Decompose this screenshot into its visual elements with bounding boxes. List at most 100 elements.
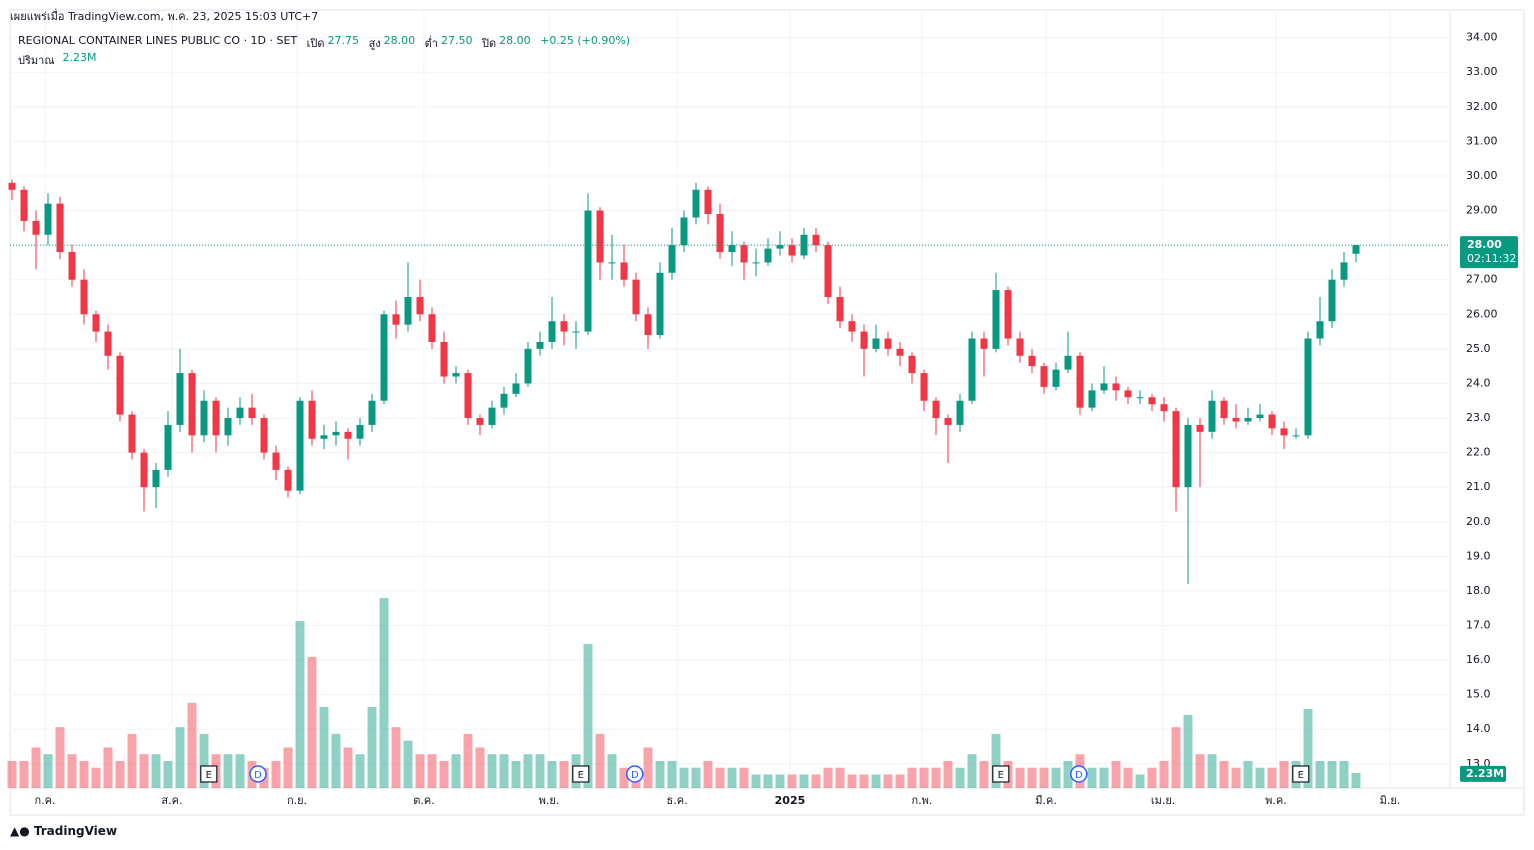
candle-body xyxy=(872,338,880,349)
volume-bar xyxy=(871,774,881,788)
candle-body xyxy=(440,341,448,377)
candle-body xyxy=(524,348,532,384)
volume-bar xyxy=(283,747,293,788)
open-value: 27.75 xyxy=(327,34,360,47)
candle-body xyxy=(920,373,928,401)
volume-bar xyxy=(1135,774,1145,788)
candle-body xyxy=(140,452,148,488)
x-tick-label: ก.ค. xyxy=(34,794,55,807)
high-label: สูง xyxy=(368,37,381,50)
candle-body xyxy=(812,234,820,246)
volume-bar xyxy=(1051,767,1061,788)
dividend-marker xyxy=(1070,765,1088,783)
candle-body xyxy=(1340,262,1348,280)
candle-body xyxy=(1352,245,1360,254)
volume-bar xyxy=(1123,767,1133,788)
y-tick-label: 29.00 xyxy=(1466,204,1498,217)
earnings-marker xyxy=(992,765,1010,783)
volume-bar xyxy=(943,760,953,788)
volume-bar xyxy=(1195,754,1205,788)
change: +0.25 (+0.90%) xyxy=(540,34,631,47)
candle-body xyxy=(488,407,496,425)
footer-logo: ▲● TradingView xyxy=(10,824,118,838)
volume-bar xyxy=(535,754,545,788)
candle-body xyxy=(596,210,604,263)
candle-body xyxy=(368,400,376,425)
candle-body xyxy=(404,296,412,325)
last-price-label: 28.00 xyxy=(1467,238,1502,251)
y-tick-label: 32.00 xyxy=(1466,100,1498,113)
candle-body xyxy=(224,418,232,436)
volume-bar xyxy=(391,727,401,788)
volume-bar xyxy=(55,727,65,788)
volume-bar xyxy=(835,767,845,788)
volume-bar xyxy=(727,767,737,788)
candle-body xyxy=(308,400,316,439)
volume-bar xyxy=(1015,767,1025,788)
volume-bar xyxy=(67,754,77,788)
candle-body xyxy=(452,373,460,377)
earnings-marker xyxy=(200,765,218,783)
candle-body xyxy=(1220,400,1228,419)
volume-bar xyxy=(547,760,557,788)
volume-bar xyxy=(1255,767,1265,788)
y-tick-label: 31.00 xyxy=(1466,134,1498,147)
volume-bar xyxy=(1207,754,1217,788)
volume-bar xyxy=(895,774,905,788)
candle-body xyxy=(320,435,328,439)
candle-body xyxy=(608,262,616,264)
earnings-marker xyxy=(1292,765,1310,783)
y-tick-label: 25.0 xyxy=(1466,342,1491,355)
candle-body xyxy=(104,331,112,356)
candle-body xyxy=(1028,355,1036,367)
volume-bar xyxy=(919,767,929,788)
candle-body xyxy=(944,418,952,425)
volume-bar xyxy=(1219,760,1229,788)
y-tick-label: 16.0 xyxy=(1466,653,1491,666)
event-label: E xyxy=(206,770,212,781)
candle-body xyxy=(128,414,136,453)
volume-bar xyxy=(355,754,365,788)
candle-body xyxy=(1136,397,1144,399)
volume-bar xyxy=(1147,767,1157,788)
y-tick-label: 20.0 xyxy=(1466,515,1491,528)
volume-bar xyxy=(187,702,197,788)
plot-border xyxy=(9,9,1525,816)
volume-bar xyxy=(343,747,353,788)
volume-bar xyxy=(1279,760,1289,788)
candle-body xyxy=(272,452,280,470)
candle-body xyxy=(1064,355,1072,370)
y-tick-label: 24.0 xyxy=(1466,376,1491,389)
candle-body xyxy=(536,341,544,349)
candle-body xyxy=(1172,411,1180,488)
volume-bar xyxy=(511,760,521,788)
volume-bar xyxy=(691,767,701,788)
x-tick-label: 2025 xyxy=(775,794,806,807)
candle-body xyxy=(788,245,796,256)
candle-body xyxy=(1328,279,1336,322)
volume-bar xyxy=(319,706,329,788)
event-label: D xyxy=(254,770,262,781)
volume-bar xyxy=(715,767,725,788)
event-label: D xyxy=(631,770,639,781)
candle-body xyxy=(476,418,484,425)
volume-bar xyxy=(367,706,377,788)
y-tick-label: 33.00 xyxy=(1466,65,1498,78)
candle-body xyxy=(1148,397,1156,405)
volume-axis-label: 2.23M xyxy=(1466,767,1504,780)
volume-bar xyxy=(331,733,341,788)
volume-bar xyxy=(403,740,413,788)
y-tick-label: 22.0 xyxy=(1466,446,1491,459)
y-tick-label: 26.00 xyxy=(1466,307,1498,320)
countdown: 02:11:32 xyxy=(1467,252,1516,265)
y-tick-label: 18.0 xyxy=(1466,584,1491,597)
volume-bar xyxy=(1099,767,1109,788)
volume-bar xyxy=(307,656,317,788)
candle-body xyxy=(464,373,472,419)
candle-body xyxy=(884,338,892,349)
candle-body xyxy=(248,407,256,419)
volume-bar xyxy=(1231,767,1241,788)
volume-name: ปริมาณ xyxy=(18,54,55,67)
candle-body xyxy=(632,279,640,315)
volume-bar xyxy=(115,760,125,788)
